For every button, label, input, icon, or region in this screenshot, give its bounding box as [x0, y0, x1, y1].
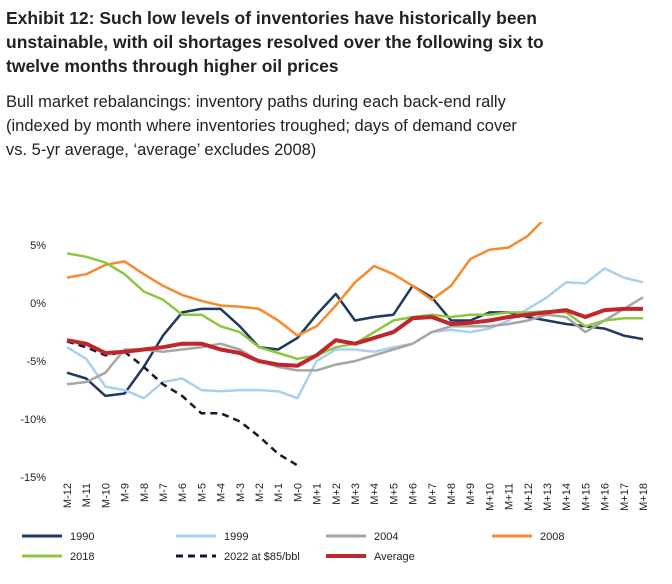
x-tick-label: M-1	[273, 483, 285, 502]
x-tick-label: M+16	[600, 483, 612, 511]
x-tick-label: M-2	[254, 483, 266, 502]
x-tick-label: M+2	[331, 483, 343, 505]
y-tick-label: -5%	[26, 356, 46, 368]
series-line	[66, 222, 544, 337]
series-line	[66, 284, 644, 398]
chart-subtitle: vs. 5-yr average, ‘average’ excludes 200…	[6, 141, 316, 159]
x-tick-label: M-11	[81, 483, 93, 507]
x-tick-label: M-3	[235, 483, 247, 502]
x-tick-label: M+15	[580, 483, 592, 511]
chart-title: unstainable, with oil shortages resolved…	[6, 32, 544, 52]
chart-subtitle: (indexed by month where inventories trou…	[6, 117, 517, 135]
x-tick-label: M-4	[216, 483, 228, 502]
series-line	[66, 340, 299, 467]
legend-label: 1990	[70, 531, 94, 543]
legend-label: 2018	[70, 551, 94, 563]
plot-area	[66, 222, 644, 467]
legend-label: 1999	[224, 531, 248, 543]
legend-label: 2004	[374, 531, 398, 543]
x-tick-label: M+10	[484, 483, 496, 511]
x-tick-label: M-8	[139, 483, 151, 502]
chart-subtitle: Bull market rebalancings: inventory path…	[6, 93, 507, 111]
x-tick-label: M+7	[427, 483, 439, 505]
series-line	[66, 267, 644, 400]
x-tick-label: M+6	[408, 483, 420, 505]
series-line	[66, 296, 644, 386]
x-tick-label: M+1	[312, 483, 324, 505]
x-tick-label: M-0	[292, 483, 304, 502]
x-tick-label: M+12	[523, 483, 535, 511]
x-tick-label: M-12	[62, 483, 74, 508]
x-tick-label: M-7	[158, 483, 170, 502]
legend-label: 2022 at $85/bbl	[224, 551, 300, 563]
legend-label: Average	[374, 551, 415, 563]
x-tick-label: M+8	[446, 483, 458, 505]
x-tick-label: M-6	[177, 483, 189, 502]
x-tick-label: M+9	[465, 483, 477, 505]
y-tick-label: 5%	[30, 240, 46, 252]
x-tick-label: M+5	[388, 483, 400, 505]
x-tick-label: M+17	[619, 483, 631, 511]
y-tick-label: -15%	[20, 472, 46, 484]
y-tick-label: 0%	[30, 298, 46, 310]
x-tick-label: M-5	[196, 483, 208, 502]
x-tick-label: M-10	[100, 483, 112, 508]
chart-title: twelve months through higher oil prices	[6, 56, 339, 76]
legend-label: 2008	[540, 531, 564, 543]
x-tick-label: M+14	[561, 483, 573, 511]
x-tick-label: M+18	[638, 483, 650, 511]
x-tick-label: M+11	[504, 483, 516, 510]
x-tick-label: M+4	[369, 483, 381, 505]
x-tick-label: M+13	[542, 483, 554, 511]
chart-title: Exhibit 12: Such low levels of inventori…	[6, 8, 537, 28]
series-line	[66, 306, 643, 368]
x-tick-label: M+3	[350, 483, 362, 505]
x-tick-label: M-9	[120, 483, 132, 502]
y-tick-label: -10%	[20, 414, 46, 426]
